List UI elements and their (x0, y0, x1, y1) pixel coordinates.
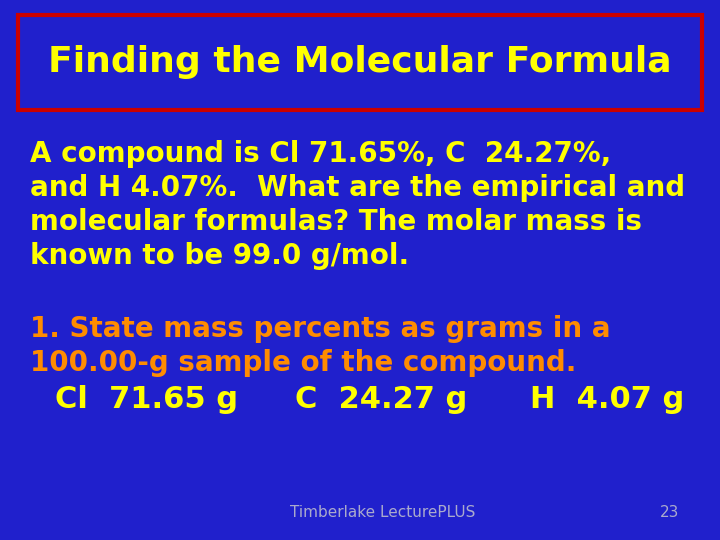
Text: A compound is Cl 71.65%, C  24.27%,: A compound is Cl 71.65%, C 24.27%, (30, 140, 611, 168)
Text: 1. State mass percents as grams in a: 1. State mass percents as grams in a (30, 315, 611, 343)
Text: molecular formulas? The molar mass is: molecular formulas? The molar mass is (30, 208, 642, 236)
Text: and H 4.07%.  What are the empirical and: and H 4.07%. What are the empirical and (30, 174, 685, 202)
Text: Cl  71.65 g: Cl 71.65 g (55, 385, 238, 414)
Text: known to be 99.0 g/mol.: known to be 99.0 g/mol. (30, 242, 409, 270)
Text: Finding the Molecular Formula: Finding the Molecular Formula (48, 45, 672, 79)
Text: 100.00-g sample of the compound.: 100.00-g sample of the compound. (30, 349, 577, 377)
Text: 23: 23 (660, 505, 680, 520)
Text: Timberlake LecturePLUS: Timberlake LecturePLUS (290, 505, 475, 520)
Text: C  24.27 g: C 24.27 g (295, 385, 467, 414)
FancyBboxPatch shape (18, 15, 702, 110)
Text: H  4.07 g: H 4.07 g (530, 385, 684, 414)
